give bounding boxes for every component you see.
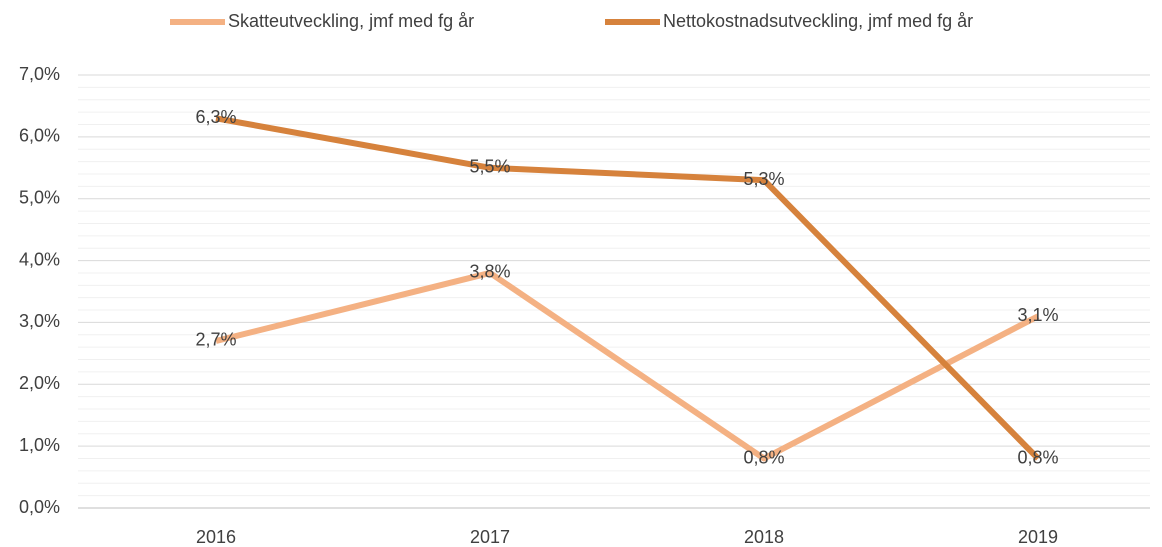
y-tick-label: 1,0% xyxy=(19,435,60,455)
legend-label: Nettokostnadsutveckling, jmf med fg år xyxy=(663,11,973,31)
x-tick-label: 2016 xyxy=(196,527,236,547)
x-tick-label: 2019 xyxy=(1018,527,1058,547)
data-label: 6,3% xyxy=(195,107,236,127)
y-tick-label: 5,0% xyxy=(19,187,60,207)
y-tick-label: 4,0% xyxy=(19,249,60,269)
data-label: 5,3% xyxy=(743,169,784,189)
series-line xyxy=(215,115,1041,461)
x-tick-label: 2017 xyxy=(470,527,510,547)
y-tick-label: 3,0% xyxy=(19,311,60,331)
data-label: 5,5% xyxy=(469,157,510,177)
data-label: 2,7% xyxy=(195,330,236,350)
data-label: 0,8% xyxy=(743,447,784,467)
y-tick-label: 0,0% xyxy=(19,497,60,517)
y-tick-label: 7,0% xyxy=(19,64,60,84)
legend-label: Skatteutveckling, jmf med fg år xyxy=(228,11,474,31)
x-tick-label: 2018 xyxy=(744,527,784,547)
data-label: 0,8% xyxy=(1017,447,1058,467)
series-line xyxy=(215,269,1040,462)
y-tick-label: 6,0% xyxy=(19,126,60,146)
y-tick-label: 2,0% xyxy=(19,373,60,393)
data-label: 3,8% xyxy=(469,262,510,282)
data-label: 3,1% xyxy=(1017,305,1058,325)
